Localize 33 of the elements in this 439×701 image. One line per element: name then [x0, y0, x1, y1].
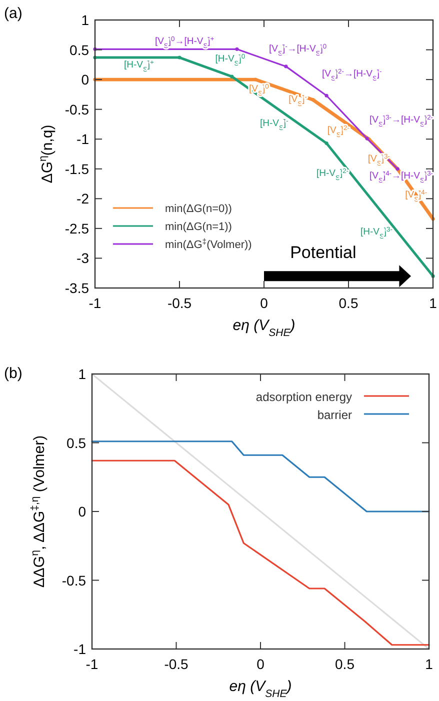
y-tick-label: -0.5 [62, 572, 86, 588]
x-tick-label: 1 [429, 295, 438, 311]
y-tick-label: 0 [78, 504, 86, 520]
legend-label: min(ΔG(n=1)) [165, 221, 232, 233]
x-axis-title: eη (V$_{SHE}$) [232, 317, 296, 339]
y-tick-label: 0.5 [66, 434, 86, 451]
x-tick-label: -0.5 [167, 295, 192, 311]
y-tick-label: -1 [74, 641, 86, 657]
legend-label: min(ΔG(n=0)) [165, 203, 232, 215]
text: (a) [4, 5, 22, 22]
x-tick-label: 1 [425, 656, 434, 672]
annotation: Potential [290, 243, 356, 262]
x-tick-label: 0.5 [338, 295, 358, 311]
x-axis-title: eη (V$_{SHE}$) [229, 678, 292, 700]
x-tick-label: 0 [256, 656, 265, 672]
y-tick-label: 1 [81, 12, 90, 28]
y-tick-label: -2.5 [64, 220, 90, 236]
legend-label: adsorption energy [256, 390, 352, 404]
y-tick-label: -1.5 [64, 160, 90, 177]
y-tick-label: -1 [76, 131, 90, 148]
y-tick-label: -3.5 [64, 280, 90, 296]
y-tick-label: 1 [78, 366, 86, 382]
y-tick-label: -3 [76, 250, 90, 266]
y-tick-label: 0.5 [70, 42, 90, 58]
x-tick-label: 0.5 [335, 656, 355, 672]
x-tick-label: 0 [260, 295, 268, 311]
x-tick-label: -0.5 [164, 656, 189, 672]
y-tick-label: -0.5 [64, 101, 90, 118]
y-tick-label: -2 [76, 190, 90, 207]
legend-label: barrier [317, 408, 352, 422]
legend-label: min(ΔG$^{‡}$(Volmer)) [165, 236, 252, 251]
text: (b) [4, 365, 22, 382]
y-tick-label: 0 [81, 72, 90, 88]
